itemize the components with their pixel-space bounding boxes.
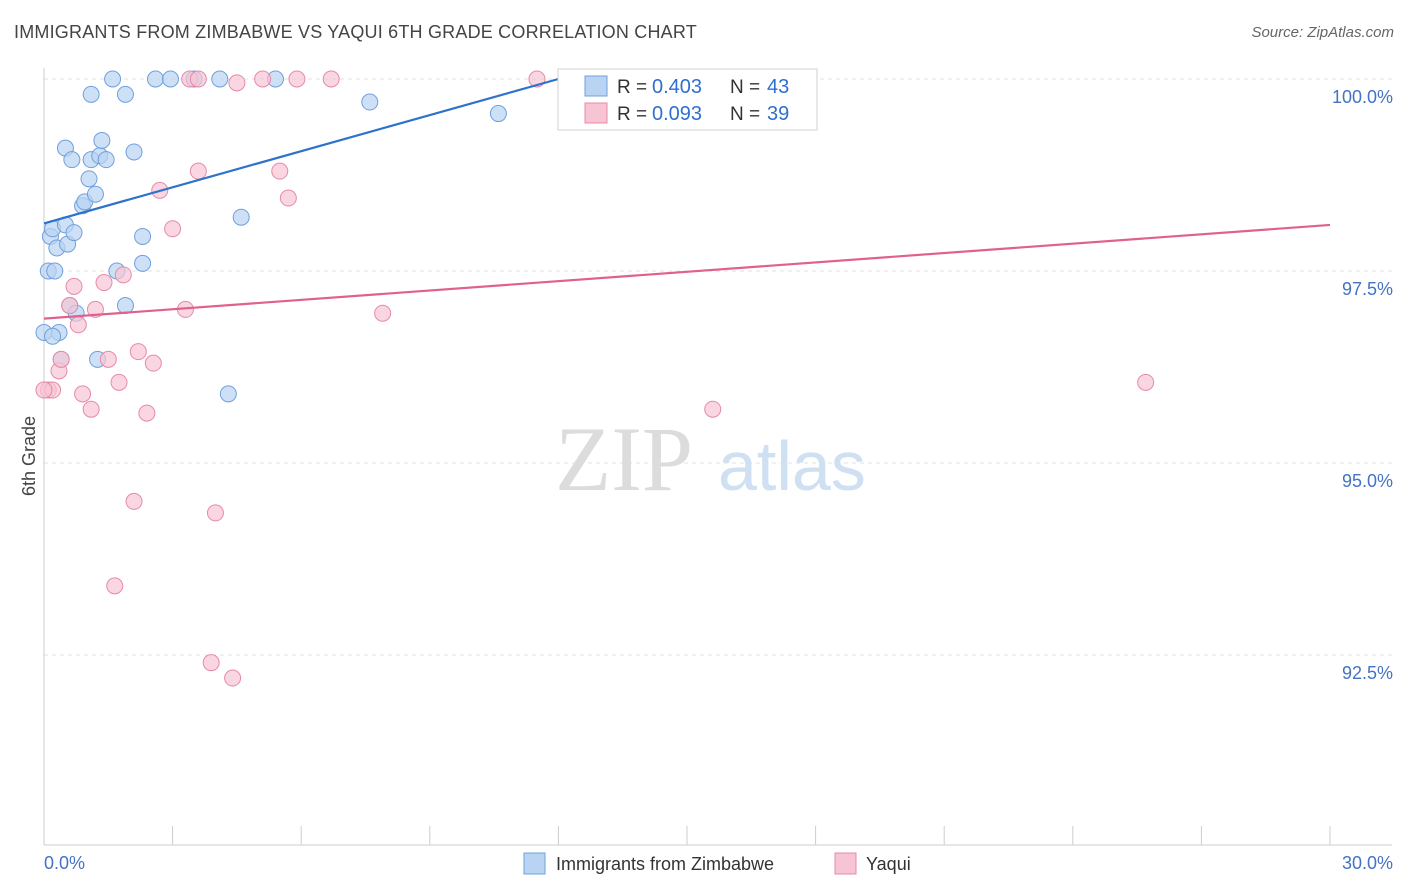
legend-swatch-zimbabwe [584,75,608,97]
yaqui-point [374,304,392,322]
yaqui-point [189,70,207,88]
y-tick-label: 100.0% [1332,87,1393,107]
axes [43,68,1392,846]
yaqui-point [129,343,147,361]
yaqui-point [228,74,246,92]
data-points [35,70,1155,687]
zimbabwe-point [489,105,507,123]
bottom-legend-swatch-yaqui [834,852,857,875]
yaqui-point [106,577,124,595]
yaqui-point [110,373,128,391]
bottom-legend-label-yaqui: Yaqui [866,854,911,874]
yaqui-point [279,189,297,207]
trend-lines [43,77,1331,320]
legend-n-label-zimbabwe: N = [730,77,760,98]
yaqui-point [52,350,70,368]
yaqui-point [144,354,162,372]
legend-r-label-zimbabwe: R = [617,77,647,98]
yaqui-point [95,274,113,292]
zimbabwe-point [65,224,83,242]
legend-n-label-yaqui: N = [730,104,760,125]
yaqui-point [74,385,92,403]
bottom-legend-label-zimbabwe: Immigrants from Zimbabwe [556,854,774,874]
zimbabwe-point [134,227,152,245]
yaqui-point [206,504,224,522]
y-tick-label: 97.5% [1342,279,1393,299]
zimbabwe-point [361,93,379,111]
zimbabwe-point [97,151,115,169]
zimbabwe-point [63,151,81,169]
y-axis-label: 6th Grade [19,416,39,496]
yaqui-point [1137,373,1155,391]
zimbabwe-point [82,85,100,103]
yaqui-point [99,350,117,368]
legend-n-value-yaqui: 39 [767,103,789,125]
zimbabwe-point [46,262,64,280]
x-tick-label: 0.0% [44,853,85,873]
zimbabwe-point [211,70,229,88]
zimbabwe-point [93,131,111,149]
zimbabwe-point [80,170,98,188]
legend-r-label-yaqui: R = [617,104,647,125]
y-tick-label: 92.5% [1342,663,1393,683]
yaqui-point [224,669,242,687]
zimbabwe-point [125,143,143,161]
zimbabwe-point [219,385,237,403]
yaqui-point [138,404,156,422]
yaqui-point [271,162,289,180]
yaqui-point [288,70,306,88]
zimbabwe-point [86,185,104,203]
legend-n-value-zimbabwe: 43 [767,76,789,98]
yaqui-point [202,654,220,672]
zimbabwe-trend-line [43,77,559,225]
yaqui-point [189,162,207,180]
y-tick-label: 95.0% [1342,471,1393,491]
yaqui-point [164,220,182,238]
yaqui-point [69,316,87,334]
yaqui-point [114,266,132,284]
zimbabwe-point [116,297,134,315]
top-legend: R = 0.403 N = 43 R = 0.093 N = 39 [557,68,818,131]
yaqui-point [35,381,53,399]
legend-r-value-yaqui: 0.093 [652,103,702,125]
zimbabwe-point [232,208,250,226]
legend-swatch-yaqui [584,102,608,124]
watermark-zip: ZIP [555,408,693,510]
yaqui-point [82,400,100,418]
source-credit: Source: ZipAtlas.com [1251,24,1394,41]
zimbabwe-point [146,70,164,88]
yaqui-point [254,70,272,88]
zimbabwe-point [161,70,179,88]
zimbabwe-point [44,327,62,345]
zimbabwe-point [116,85,134,103]
tick-labels: 100.0% 97.5% 95.0% 92.5% 0.0% 30.0% [44,87,1393,873]
watermark-atlas: atlas [718,427,866,505]
yaqui-trend-line [43,223,1331,320]
bottom-legend: Immigrants from Zimbabwe Yaqui [523,852,911,875]
grid-lines [44,78,1392,656]
yaqui-point [61,297,79,315]
yaqui-point [86,300,104,318]
zimbabwe-point [134,254,152,272]
yaqui-point [65,277,83,295]
yaqui-point [125,492,143,510]
watermark: ZIP atlas [555,408,866,510]
yaqui-point [322,70,340,88]
bottom-legend-swatch-zimbabwe [523,852,546,875]
zimbabwe-point [104,70,122,88]
yaqui-point [704,400,722,418]
x-tick-label: 30.0% [1342,853,1393,873]
chart-title: IMMIGRANTS FROM ZIMBABWE VS YAQUI 6TH GR… [14,22,697,42]
legend-r-value-zimbabwe: 0.403 [652,76,702,98]
